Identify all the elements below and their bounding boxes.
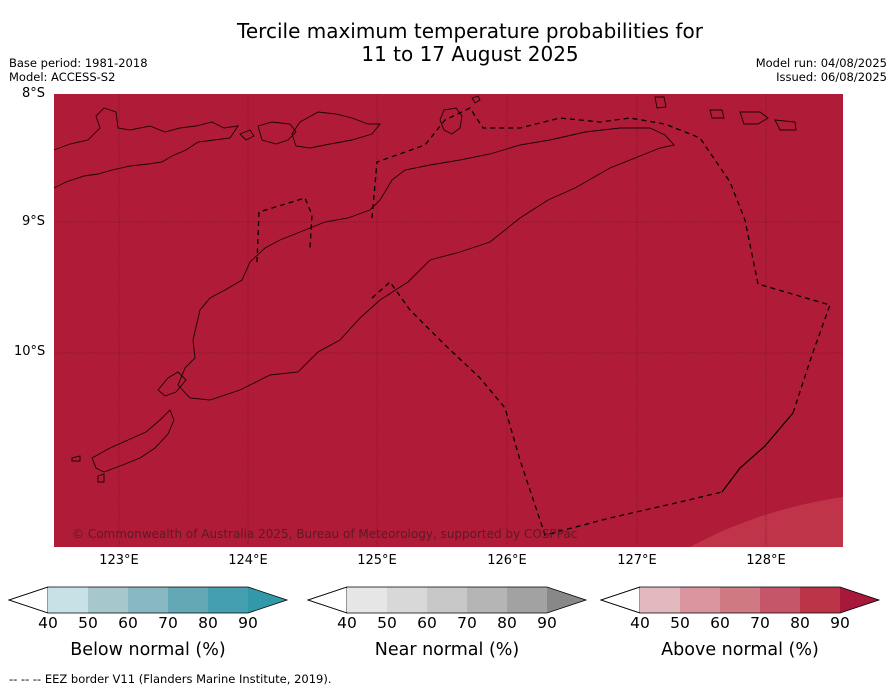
lon-label-125e: 125°E	[357, 553, 397, 568]
colorbars	[7, 586, 881, 614]
colorbar-below-segment	[48, 587, 88, 613]
colorbar-near-tick: 40	[337, 614, 357, 632]
northern-islands-coastline	[53, 107, 239, 189]
eez-footnote: -- -- -- EEZ border V11 (Flanders Marine…	[9, 672, 332, 686]
colorbar-near-tick: 60	[417, 614, 437, 632]
coastlines	[53, 95, 797, 483]
colorbar-near-segment	[387, 587, 427, 613]
colorbar-near-low-extend	[306, 586, 348, 614]
colorbar-above-outline	[599, 586, 881, 614]
colorbar-near-segment	[467, 587, 507, 613]
colorbar-near-outline	[306, 586, 588, 614]
issued-date: Issued: 06/08/2025	[776, 70, 887, 84]
colorbar-above-tick: 90	[830, 614, 850, 632]
colorbar-above-segment	[800, 587, 840, 613]
colorbar-below-tick: 70	[158, 614, 178, 632]
eez-border	[256, 107, 831, 536]
colorbar-near-segment	[427, 587, 467, 613]
colorbar-title-below: Below normal (%)	[70, 640, 226, 660]
lon-label-123e: 123°E	[99, 553, 139, 568]
eez-solid-segment	[721, 412, 794, 493]
title-line-2: 11 to 17 August 2025	[361, 42, 579, 66]
colorbar-near-high-extend	[547, 587, 586, 613]
colorbar-below-tick: 50	[78, 614, 98, 632]
rote-coastline	[157, 371, 187, 397]
colorbar-below-tick: 60	[118, 614, 138, 632]
title-line-1: Tercile maximum temperature probabilitie…	[237, 19, 703, 43]
atauro-coastline	[439, 107, 463, 135]
copyright-notice: © Commonwealth of Australia 2025, Bureau…	[72, 527, 578, 541]
colorbar-above-segment	[760, 587, 800, 613]
colorbar-below-tick: 40	[38, 614, 58, 632]
lat-label-10s: 10°S	[14, 344, 46, 359]
colorbar-near-tick: 70	[457, 614, 477, 632]
colorbar-near-tick: 90	[537, 614, 557, 632]
sawu-coastline	[91, 409, 175, 473]
model-name: Model: ACCESS-S2	[9, 70, 116, 84]
colorbar-above-segment	[720, 587, 760, 613]
colorbar-above-tick: 50	[670, 614, 690, 632]
colorbar-below-segment	[88, 587, 128, 613]
colorbar-below-low-extend	[7, 586, 49, 614]
wetar-coastline	[654, 96, 667, 109]
lon-label-126e: 126°E	[487, 553, 527, 568]
colorbar-below-segment	[128, 587, 168, 613]
colorbar-above-segment	[680, 587, 720, 613]
colorbar-below-tick: 90	[238, 614, 258, 632]
colorbar-above-tick: 80	[790, 614, 810, 632]
colorbar-above-segment	[640, 587, 680, 613]
colorbar-below-high-extend	[248, 587, 287, 613]
colorbar-title-above: Above normal (%)	[661, 640, 819, 660]
lon-label-124e: 124°E	[228, 553, 268, 568]
lon-label-127e: 127°E	[617, 553, 657, 568]
colorbar-above-tick: 70	[750, 614, 770, 632]
lon-label-128e: 128°E	[746, 553, 786, 568]
colorbar-below-tick: 80	[198, 614, 218, 632]
colorbar-near-segment	[507, 587, 547, 613]
lat-label-8s: 8°S	[22, 86, 46, 101]
model-run-date: Model run: 04/08/2025	[755, 56, 887, 70]
graticule	[54, 94, 843, 547]
colorbar-below-segment	[168, 587, 208, 613]
colorbar-above-tick: 40	[630, 614, 650, 632]
colorbar-near-tick: 80	[497, 614, 517, 632]
colorbar-below-segment	[208, 587, 248, 613]
base-period: Base period: 1981-2018	[9, 56, 148, 70]
timor-coastline	[177, 127, 675, 401]
colorbar-title-near: Near normal (%)	[374, 640, 520, 660]
colorbar-above-tick: 60	[710, 614, 730, 632]
probability-field	[54, 94, 843, 547]
lighter-probability-zone	[690, 497, 843, 547]
colorbar-near-segment	[347, 587, 387, 613]
lat-label-9s: 9°S	[22, 214, 46, 229]
map-title: Tercile maximum temperature probabilitie…	[0, 20, 896, 66]
colorbar-above-low-extend	[599, 586, 641, 614]
colorbar-above-high-extend	[840, 587, 879, 613]
colorbar-below-outline	[7, 586, 289, 614]
colorbar-near-tick: 50	[377, 614, 397, 632]
